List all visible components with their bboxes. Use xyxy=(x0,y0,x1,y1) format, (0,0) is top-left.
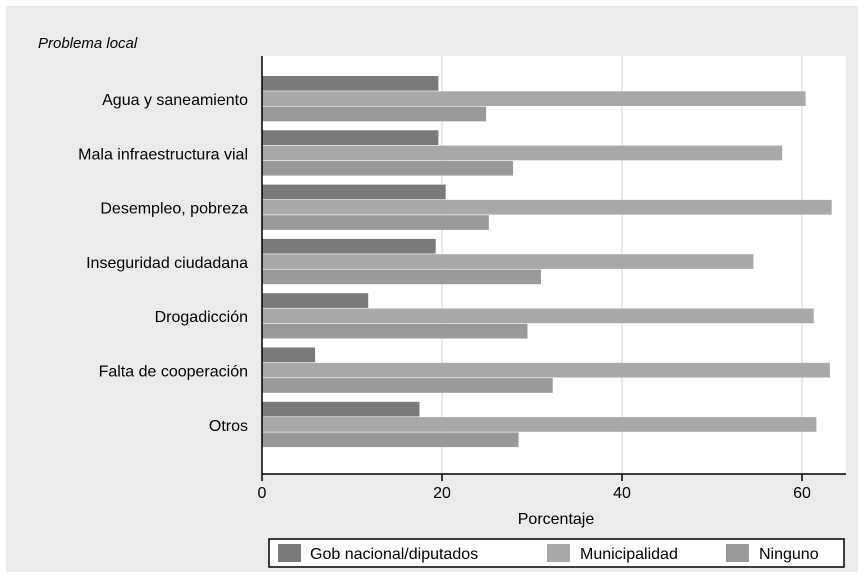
legend-label: Municipalidad xyxy=(580,546,678,563)
x-tick-label: 40 xyxy=(613,485,631,502)
legend-label: Ninguno xyxy=(759,546,819,563)
category-labels: Agua y saneamiento Mala infraestructura v… xyxy=(78,92,248,435)
bar xyxy=(262,238,436,254)
bar xyxy=(262,308,814,324)
bar xyxy=(262,417,817,432)
bar xyxy=(262,347,316,363)
bar xyxy=(262,199,832,215)
category-label: Drogadicción xyxy=(155,309,248,326)
legend-label: Gob nacional/diputados xyxy=(310,546,478,563)
category-label: Otros xyxy=(209,418,248,435)
category-label: Agua y saneamiento xyxy=(102,92,248,109)
bar xyxy=(262,401,420,417)
x-tick-label: 0 xyxy=(258,485,267,502)
bar xyxy=(262,432,519,448)
bar xyxy=(262,362,830,378)
category-label: Desempleo, pobreza xyxy=(100,201,248,218)
bar xyxy=(262,215,489,230)
bar xyxy=(262,106,487,122)
legend-swatch xyxy=(726,544,749,562)
bar xyxy=(262,254,754,269)
bar xyxy=(262,76,439,91)
category-label: Inseguridad ciudadana xyxy=(86,255,248,272)
legend-swatch xyxy=(278,544,301,562)
x-axis-title: Porcentaje xyxy=(518,511,595,528)
legend: Gob nacional/diputados Municipalidad Ningu… xyxy=(268,538,845,568)
bar xyxy=(262,269,541,285)
category-label: Mala infraestructura vial xyxy=(78,146,248,163)
bar xyxy=(262,293,369,308)
bars xyxy=(262,76,832,448)
x-tick-label: 20 xyxy=(433,485,451,502)
x-axis-ticks: 0 20 40 60 xyxy=(258,474,811,502)
bar xyxy=(262,130,439,145)
category-label: Falta de cooperación xyxy=(99,364,248,381)
group-title: Problema local xyxy=(38,35,138,52)
bar xyxy=(262,91,806,106)
x-tick-label: 60 xyxy=(793,485,811,502)
bar xyxy=(262,184,446,200)
bar xyxy=(262,160,514,176)
legend-swatch xyxy=(547,544,570,562)
bar xyxy=(262,145,783,161)
bar xyxy=(262,323,528,339)
bar xyxy=(262,378,553,393)
